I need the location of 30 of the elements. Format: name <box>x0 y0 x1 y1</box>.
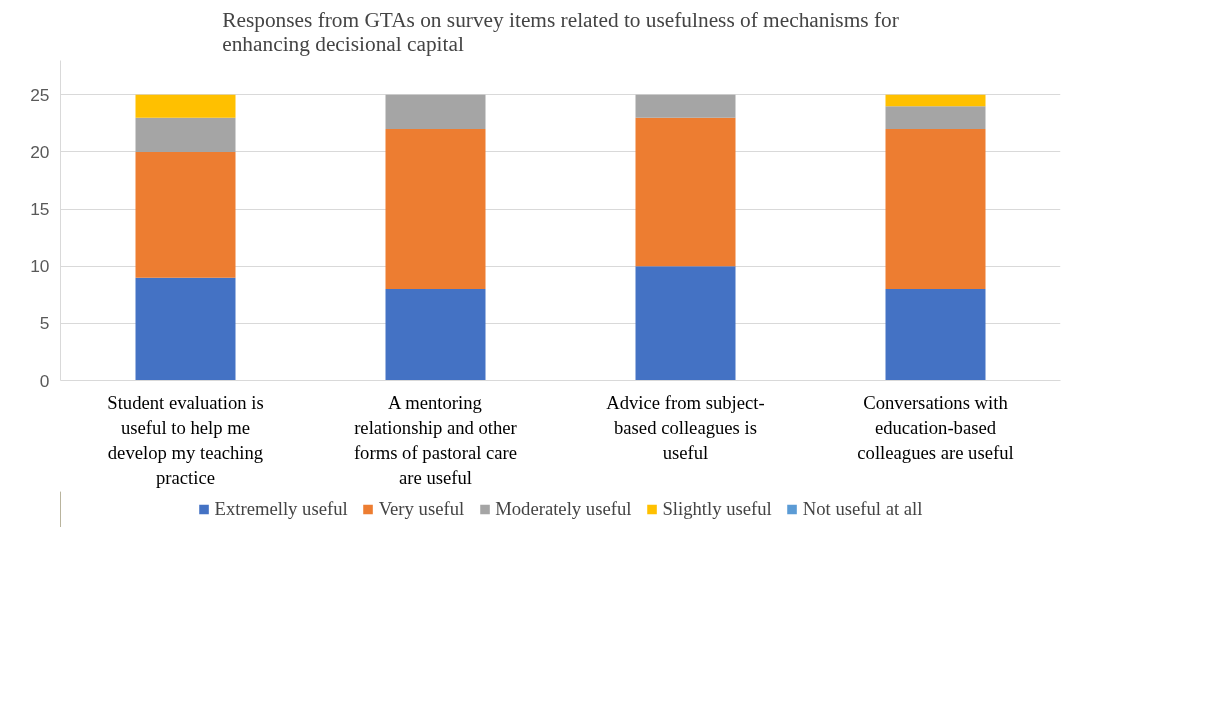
bar <box>885 106 986 130</box>
bar <box>385 129 486 290</box>
bar <box>135 151 236 278</box>
y-tick-label: 5 <box>39 313 50 334</box>
legend-label: Moderately useful <box>495 498 632 520</box>
y-tick-label: 10 <box>30 256 50 277</box>
bar <box>385 94 486 130</box>
legend-label: Extremelly useful <box>214 498 348 520</box>
legend-label: Slightly useful <box>662 498 772 520</box>
bar <box>385 289 486 381</box>
bar <box>635 117 736 267</box>
x-tick-label: Advice from subject-based colleagues is useful <box>606 391 765 463</box>
legend-label: Very useful <box>378 498 465 520</box>
chart-title: Responses from GTAs on survey items related to usefulness of mechanisms for enhancing decisional capital <box>222 7 899 56</box>
x-tick-label: Student evaluation is useful to help me develop my teaching practice <box>107 391 264 489</box>
y-tick-label: 20 <box>30 141 50 162</box>
bar <box>635 94 736 118</box>
x-tick-label: Conversations with education-based colleagues are useful <box>857 391 1014 463</box>
legend-label: Not useful at all <box>802 498 923 520</box>
y-tick-label: 15 <box>30 199 50 220</box>
bar <box>885 129 986 290</box>
y-tick-label: 0 <box>39 370 50 391</box>
y-tick-label: 25 <box>30 84 50 105</box>
bar <box>885 94 986 107</box>
bar <box>135 277 236 381</box>
bar <box>635 266 736 381</box>
bar <box>135 117 236 152</box>
bar <box>885 289 986 381</box>
x-tick-label: A mentoring relationship and other forms of pastoral care are useful <box>353 391 518 489</box>
bar <box>135 94 236 118</box>
